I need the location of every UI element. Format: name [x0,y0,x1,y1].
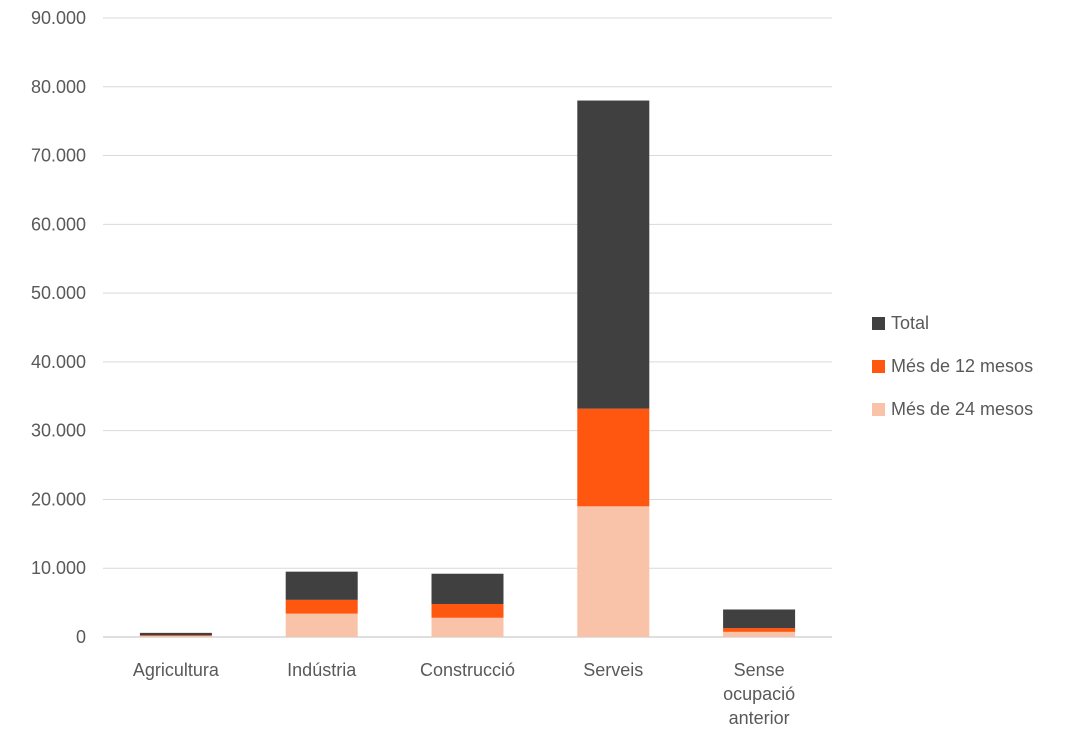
y-tick-label: 20.000 [31,489,86,509]
y-tick-label: 90.000 [31,8,86,28]
x-category-label: Serveis [583,660,643,680]
y-tick-label: 0 [76,627,86,647]
bar-segment [431,573,504,604]
legend-item-total: Total [872,312,1033,335]
bar-segment [139,635,212,636]
y-tick-label: 40.000 [31,352,86,372]
bar-segment [431,617,504,637]
y-tick-label: 80.000 [31,77,86,97]
bar-segment [285,599,358,614]
y-tick-label: 10.000 [31,558,86,578]
legend-label-total: Total [891,313,930,333]
bar-segment [285,571,358,600]
bar-segment [577,100,650,409]
legend-label-mes-12: Més de 12 mesos [891,356,1034,376]
x-category-label: Agricultura [133,660,220,680]
bar-segment [723,628,796,632]
y-tick-label: 50.000 [31,283,86,303]
legend: Total Més de 12 mesos Més de 24 mesos [872,312,1033,441]
legend-swatch-mes-24 [872,403,885,416]
x-axis-category-labels: Agricultura Indústria Construcció Serveis Se… [133,660,795,728]
bar-segment [723,609,796,629]
bar-segment [139,635,212,637]
legend-label-mes-24: Més de 24 mesos [891,399,1034,419]
legend-swatch-total [872,317,885,330]
x-category-label: Sense ocupació anterior [723,660,795,728]
x-category-label: Construcció [420,660,515,680]
legend-swatch-mes-12 [872,360,885,373]
x-category-label: Indústria [287,660,357,680]
bar-segment [577,506,650,637]
bar-segment [285,613,358,637]
y-tick-label: 60.000 [31,214,86,234]
bar-segment [723,631,796,637]
bar-segment [139,632,212,636]
legend-item-mes-12: Més de 12 mesos [872,355,1033,378]
bar-segment [431,603,504,618]
gridlines [103,17,832,638]
bars [139,100,796,637]
legend-item-mes-24: Més de 24 mesos [872,398,1033,421]
bar-segment [577,408,650,507]
y-axis-tick-labels: 0 10.000 20.000 30.000 40.000 50.000 60.000 70.… [31,8,86,647]
y-tick-label: 70.000 [31,146,86,166]
y-tick-label: 30.000 [31,421,86,441]
